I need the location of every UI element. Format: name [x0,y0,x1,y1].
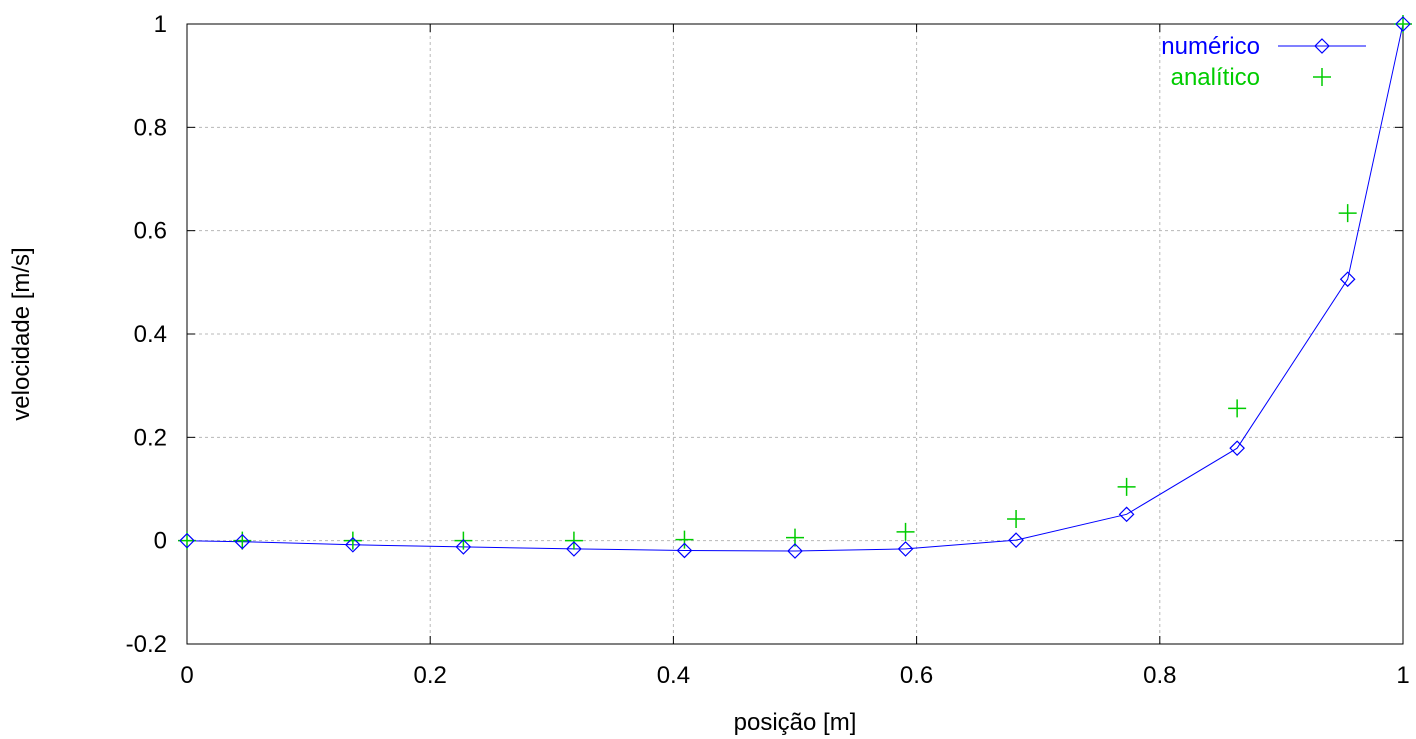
point-analitico [1338,204,1357,223]
point-analitico [564,531,583,550]
x-tick-label: 0.6 [900,662,933,689]
point-analitico [1228,399,1247,418]
series-line-numerico [186,23,1404,552]
series-layer [178,15,1412,559]
point-numerico [179,532,195,549]
point-analitico [675,530,694,549]
x-tick-labels: 0 0.2 0.4 0.6 0.8 1 [180,662,1409,689]
point-analitico [343,531,362,550]
y-tick-label: 0.4 [134,321,167,348]
x-tick-label: 0.2 [414,662,447,689]
legend-marker-analitico [1313,68,1331,86]
y-tick-label: 0.6 [134,218,167,245]
point-analitico [178,531,196,550]
x-tick-label: 0.8 [1143,662,1176,689]
point-numerico [1008,532,1024,548]
point-numerico [566,541,582,557]
legend: numérico analítico [1161,33,1366,91]
x-tick-label: 0 [180,662,193,689]
point-analitico [1394,15,1412,33]
legend-marker-numerico [1314,38,1330,54]
point-numerico [1339,271,1356,288]
point-numerico [676,542,693,559]
point-analitico [896,522,915,541]
point-numerico [234,533,251,550]
point-numerico [897,541,914,557]
point-numerico [345,536,361,553]
legend-label-numerico: numérico [1161,33,1260,60]
y-tick-label: 0 [154,528,167,555]
y-tick-label: 1 [154,11,167,38]
legend-label-analitico: analítico [1171,64,1260,91]
x-tick-label: 0.4 [657,662,690,689]
x-axis-label: posição [m] [734,709,857,736]
y-tick-label: 0.8 [134,114,167,141]
point-analitico [1117,477,1136,496]
y-tick-label: -0.2 [126,631,167,658]
point-numerico [1118,506,1135,523]
y-tick-label: 0.2 [134,424,167,451]
y-tick-labels: -0.2 0 0.2 0.4 0.6 0.8 1 [126,11,167,658]
x-tick-label: 1 [1396,662,1409,689]
point-numerico [455,539,472,555]
y-axis-label: velocidade [m/s] [8,247,35,420]
point-numerico [787,543,803,559]
grid-lines [187,24,1403,644]
point-numerico [1395,16,1411,32]
point-numerico [1229,440,1245,457]
point-analitico [1007,509,1026,528]
